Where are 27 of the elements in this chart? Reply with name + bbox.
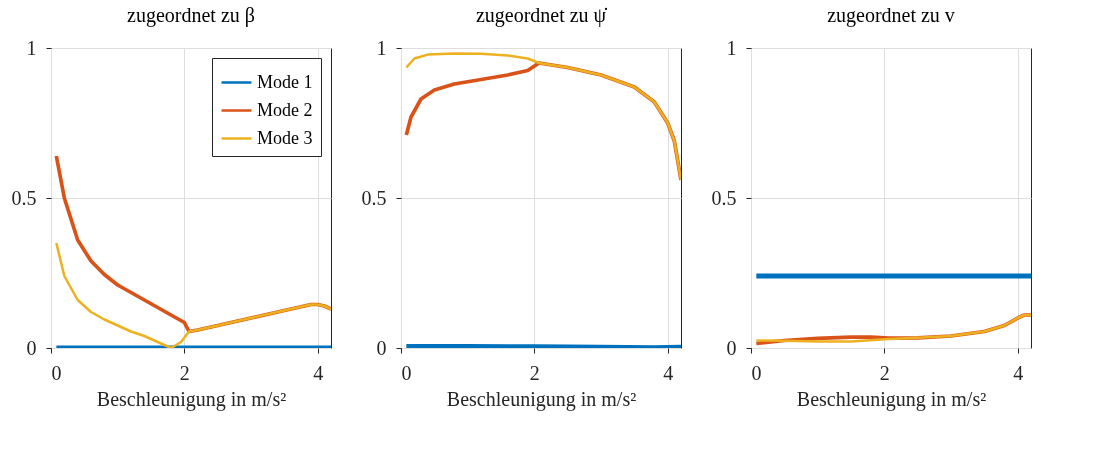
y-tick-label: 1 [26, 36, 37, 59]
y-tick-label: 0.5 [711, 186, 737, 209]
y-tick-label: 0.5 [11, 186, 37, 209]
x-axis-title: Beschleunigung in m/s² [796, 387, 987, 411]
y-tick-label: 0 [726, 336, 737, 359]
y-tick-label: 0.5 [361, 186, 387, 209]
x-axis-title: Beschleunigung in m/s² [96, 387, 287, 411]
y-tick-label: 1 [376, 36, 387, 59]
x-tick-label: 2 [529, 361, 540, 384]
legend-label: Mode 1 [257, 71, 313, 92]
x-axis-title: Beschleunigung in m/s² [446, 387, 637, 411]
chart-title: zugeordnet zu ψ̇ [475, 4, 609, 27]
x-tick-label: 2 [879, 361, 890, 384]
y-tick-label: 0 [376, 336, 387, 359]
x-tick-label: 4 [1013, 361, 1024, 384]
y-tick-label: 1 [726, 36, 737, 59]
x-tick-label: 0 [51, 361, 62, 384]
legend-label: Mode 3 [257, 127, 313, 148]
x-tick-label: 2 [179, 361, 190, 384]
x-tick-label: 4 [663, 361, 674, 384]
x-tick-label: 0 [751, 361, 762, 384]
x-tick-label: 0 [401, 361, 412, 384]
chart-title: zugeordnet zu v [827, 4, 955, 27]
legend-label: Mode 2 [257, 99, 313, 120]
x-tick-label: 4 [313, 361, 324, 384]
chart-title: zugeordnet zu β [127, 4, 255, 27]
y-tick-label: 0 [26, 336, 37, 359]
